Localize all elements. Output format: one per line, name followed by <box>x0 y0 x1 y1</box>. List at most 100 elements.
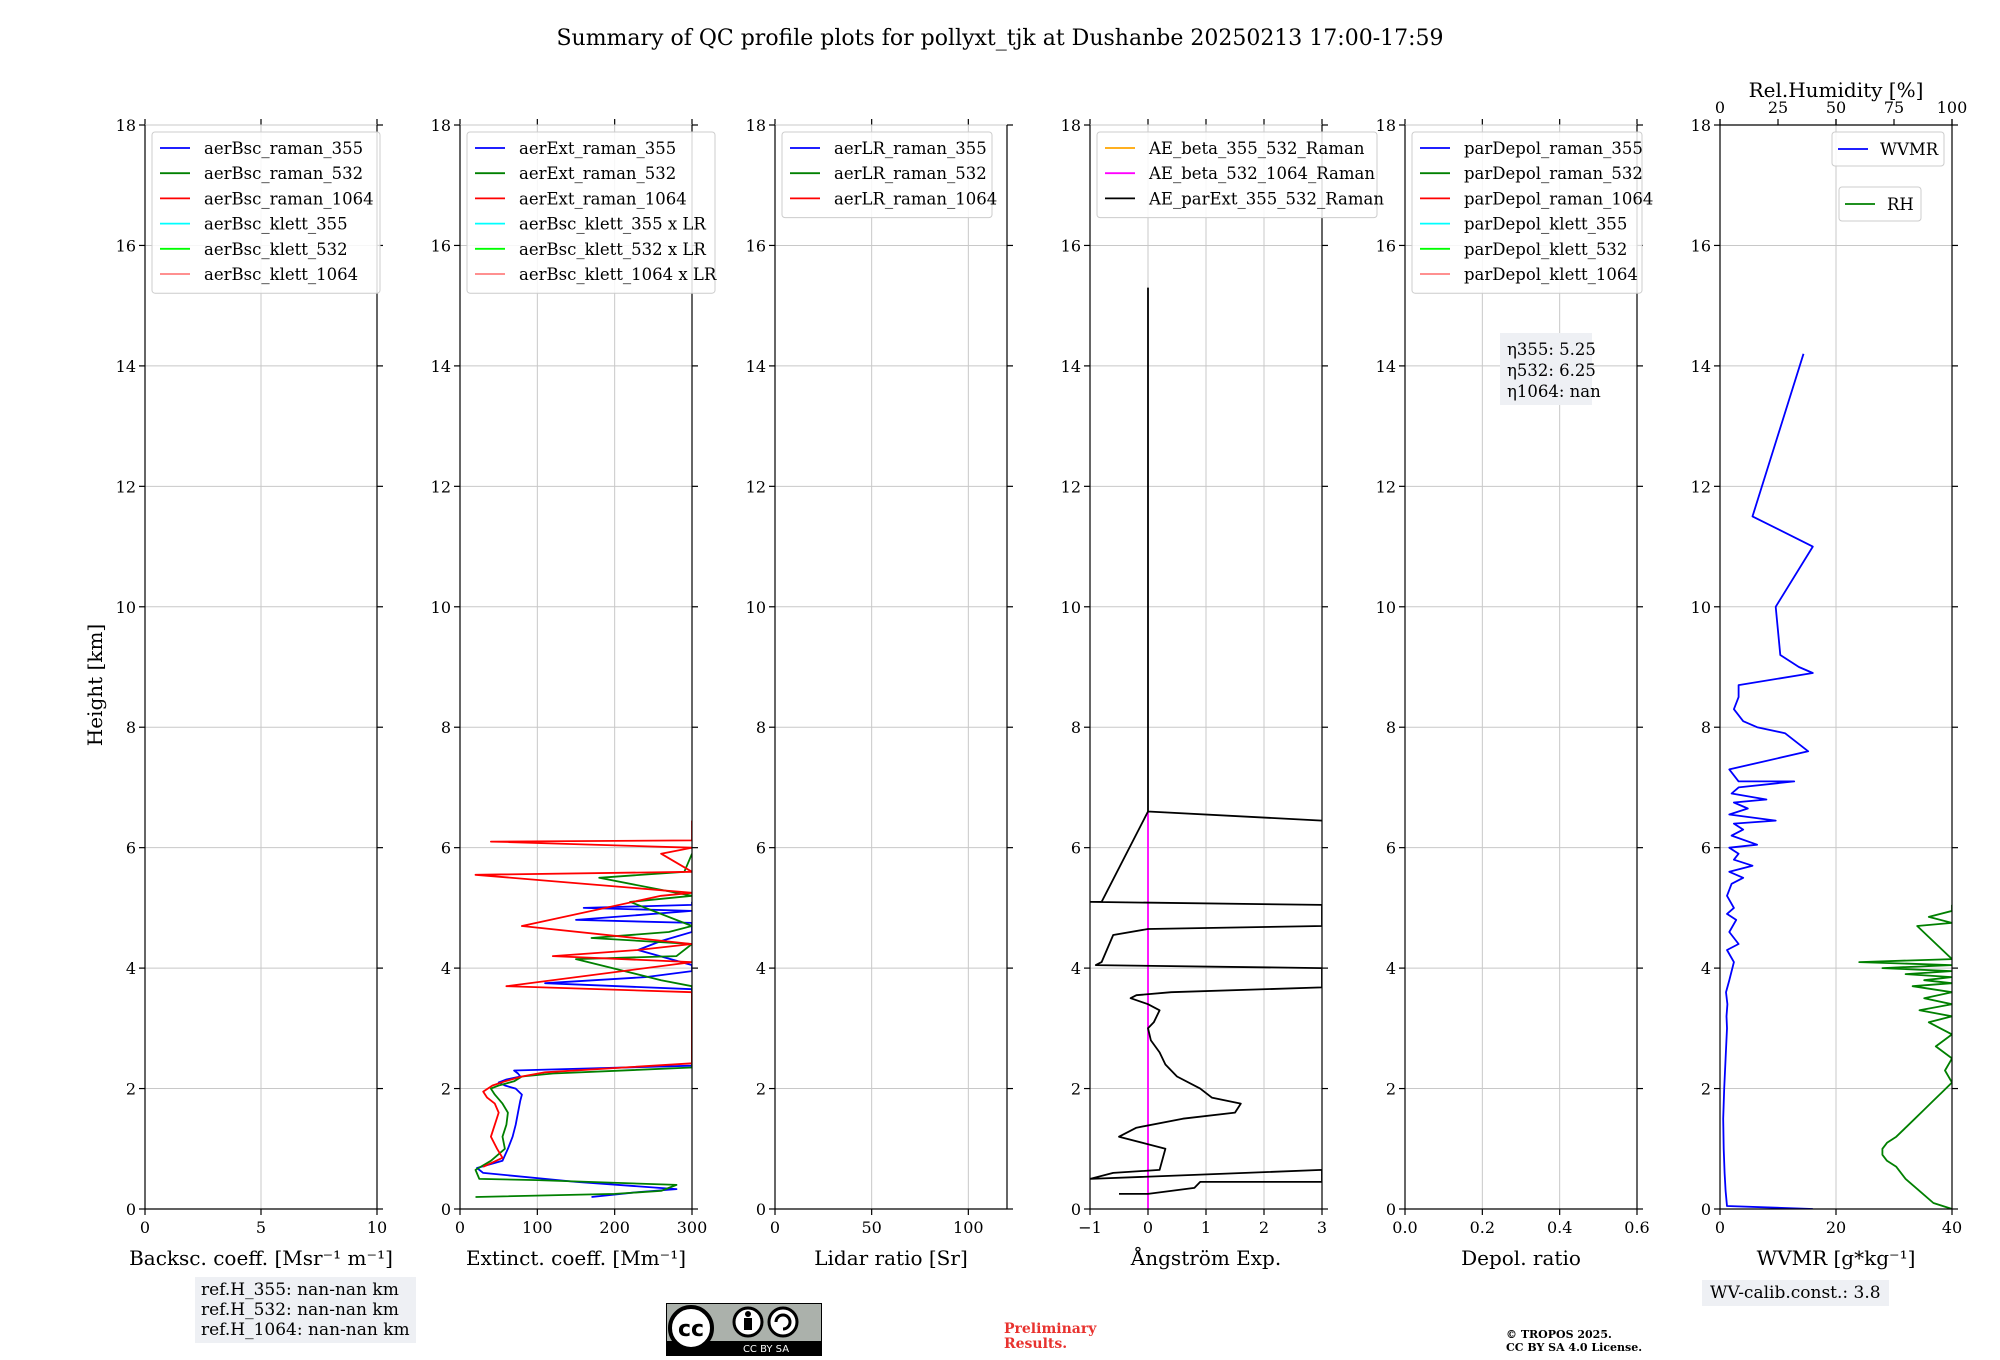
y-tick-label: 10 <box>116 598 136 617</box>
y-tick-label: 4 <box>441 959 451 978</box>
y-tick-label: 0 <box>1071 1200 1081 1219</box>
y-tick-label: 18 <box>431 116 451 135</box>
legend-label: aerLR_raman_532 <box>834 164 987 183</box>
y-tick-label: 12 <box>1376 477 1396 496</box>
eta-line: η355: 5.25 <box>1507 340 1596 359</box>
legend-box <box>1411 131 1643 294</box>
y-tick-label: 6 <box>126 839 136 858</box>
y-tick-label: 8 <box>441 718 451 737</box>
panel-backscatter: 0 5 10 0 2 4 6 8 10 12 14 16 18 Backsc. coeff. [Msr⁻¹… <box>116 116 393 1270</box>
x-tick-label: 40 <box>1942 1218 1962 1237</box>
x-axis-label: Lidar ratio [Sr] <box>814 1246 968 1270</box>
x2-tick-label: 0 <box>1715 98 1725 117</box>
y-tick-label: 18 <box>116 116 136 135</box>
y-tick-label: 16 <box>1061 236 1081 255</box>
y-tick-label: 12 <box>746 477 766 496</box>
y-tick-label: 2 <box>1701 1080 1711 1099</box>
legend-label: AE_parExt_355_532_Raman <box>1148 189 1384 208</box>
eta-box: η355: 5.25 η532: 6.25 η1064: nan <box>1500 333 1601 405</box>
copyright-notice: © TROPOS 2025. CC BY SA 4.0 License. <box>1506 1328 1642 1354</box>
y-tick-label: 14 <box>1061 357 1081 376</box>
eta-line: η532: 6.25 <box>1507 361 1596 380</box>
legend-label: aerLR_raman_1064 <box>834 189 997 208</box>
legend-label: WVMR <box>1880 140 1939 159</box>
series-line-RH <box>1858 904 1952 1209</box>
y-tick-label: 4 <box>756 959 766 978</box>
legend-label: aerBsc_klett_1064 <box>204 265 358 284</box>
x-axis-label: Ångström Exp. <box>1130 1245 1281 1270</box>
y-tick-label: 16 <box>1691 236 1711 255</box>
y-tick-label: 16 <box>746 236 766 255</box>
y-tick-label: 18 <box>1376 116 1396 135</box>
ref-height-1064: ref.H_1064: nan-nan km <box>201 1320 410 1340</box>
cc-license-badge[interactable]: cc CC BY SA <box>666 1303 822 1356</box>
y-tick-label: 0 <box>126 1200 136 1219</box>
x2-tick-label: 75 <box>1884 98 1904 117</box>
y-tick-label: 6 <box>1071 839 1081 858</box>
y-tick-label: 0 <box>441 1200 451 1219</box>
x-tick-label: −1 <box>1078 1218 1102 1237</box>
x-tick-label: 100 <box>953 1218 984 1237</box>
svg-text:cc: cc <box>678 1317 704 1342</box>
preliminary-line-1: Preliminary <box>1004 1321 1097 1337</box>
y-tick-label: 0 <box>756 1200 766 1219</box>
legend-label: aerBsc_klett_355 x LR <box>519 215 706 234</box>
legend-label: aerBsc_raman_532 <box>204 164 363 183</box>
y-tick-label: 10 <box>1691 598 1711 617</box>
panel-depolarization: 0.0 0.2 0.4 0.6 0 2 4 6 8 10 12 14 16 18 Depol. ratio p… <box>1376 116 1654 1270</box>
y-axis-label: Height [km] <box>83 624 107 746</box>
legend-label: RH <box>1887 195 1914 214</box>
y-tick-label: 2 <box>1386 1080 1396 1099</box>
y-tick-label: 4 <box>1071 959 1081 978</box>
legend-label: aerBsc_klett_532 <box>204 240 348 259</box>
x-axis-label: Backsc. coeff. [Msr⁻¹ m⁻¹] <box>129 1246 393 1270</box>
x-tick-label: 0 <box>1715 1218 1725 1237</box>
y-tick-label: 0 <box>1386 1200 1396 1219</box>
y-tick-label: 2 <box>441 1080 451 1099</box>
x-tick-label: 5 <box>256 1218 266 1237</box>
y-tick-label: 4 <box>1701 959 1711 978</box>
x-tick-label: 100 <box>522 1218 553 1237</box>
y-tick-label: 12 <box>1061 477 1081 496</box>
x-axis-label: Extinct. coeff. [Mm⁻¹] <box>466 1246 686 1270</box>
legend-label: aerLR_raman_355 <box>834 139 987 158</box>
y-tick-label: 16 <box>1376 236 1396 255</box>
y-tick-label: 16 <box>116 236 136 255</box>
y-tick-label: 18 <box>1061 116 1081 135</box>
eta-box-bg <box>1500 333 1592 405</box>
y-tick-label: 14 <box>1376 357 1396 376</box>
y-tick-label: 12 <box>1691 477 1711 496</box>
copyright-line-2: CC BY SA 4.0 License. <box>1506 1341 1643 1354</box>
series-group <box>1090 287 1322 1209</box>
panel-extinction: 0 100 200 300 0 2 4 6 8 10 12 14 16 18 Extinct. coeff.… <box>431 116 717 1270</box>
x-tick-label: 0 <box>770 1218 780 1237</box>
legend-label: aerBsc_klett_532 x LR <box>519 240 706 259</box>
panel-wvmr-rh: 0 20 40 0 2 4 6 8 10 12 14 16 18 WVMR [g*kg⁻¹] 0 25 50 75… <box>1691 78 1968 1270</box>
y-tick-label: 14 <box>116 357 136 376</box>
preliminary-line-2: Results. <box>1004 1336 1068 1352</box>
ref-height-532: ref.H_532: nan-nan km <box>201 1300 399 1320</box>
x-tick-label: 10 <box>367 1218 387 1237</box>
ref-height-355: ref.H_355: nan-nan km <box>201 1280 399 1300</box>
legend-box <box>151 131 381 294</box>
y-tick-label: 16 <box>431 236 451 255</box>
y-tick-label: 12 <box>116 477 136 496</box>
y-tick-label: 8 <box>1071 718 1081 737</box>
y-tick-label: 10 <box>746 598 766 617</box>
legend-label: aerBsc_raman_1064 <box>204 189 374 208</box>
y-tick-label: 4 <box>1386 959 1396 978</box>
cc-icon <box>668 1305 714 1351</box>
eta-line: η1064: nan <box>1507 382 1601 401</box>
series-line-aerExt_raman_1064 <box>474 820 692 1168</box>
x-tick-label: 20 <box>1826 1218 1846 1237</box>
legend-label: parDepol_raman_1064 <box>1464 189 1653 208</box>
y-tick-label: 8 <box>1386 718 1396 737</box>
x-tick-label: 0.4 <box>1547 1218 1572 1237</box>
y-tick-label: 2 <box>1071 1080 1081 1099</box>
y-tick-label: 6 <box>756 839 766 858</box>
x2-tick-label: 25 <box>1768 98 1788 117</box>
x-axis-label: Depol. ratio <box>1461 1246 1581 1270</box>
y-tick-label: 8 <box>756 718 766 737</box>
